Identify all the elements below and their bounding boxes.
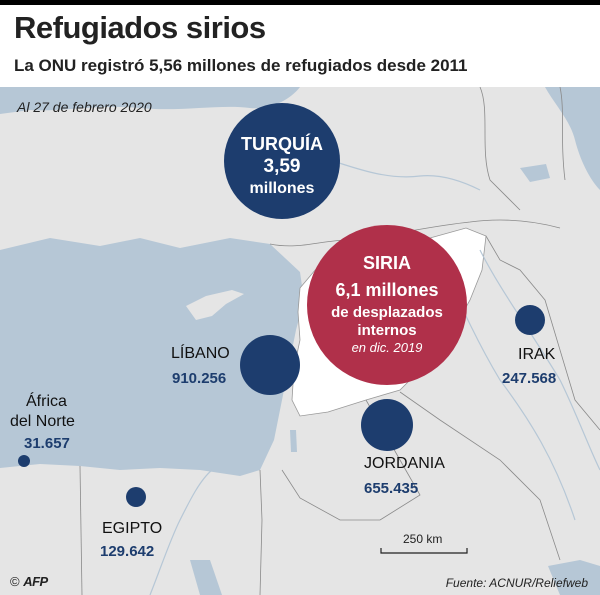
egipto-bubble — [126, 487, 146, 507]
siria-line2: internos — [357, 322, 417, 339]
irak-bubble — [515, 305, 545, 335]
africa-bubble — [18, 455, 30, 467]
africa-name-2: del Norte — [10, 413, 75, 430]
turquia-value: 3,59 — [263, 156, 301, 177]
libano-bubble — [240, 335, 300, 395]
siria-label: SIRIA 6,1 millones de desplazados intern… — [307, 253, 467, 355]
irak-value: 247.568 — [502, 370, 557, 387]
irak-name: IRAK — [518, 346, 556, 363]
map — [0, 87, 600, 595]
source-note: Fuente: ACNUR/Reliefweb — [445, 576, 588, 590]
egipto-value: 129.642 — [100, 543, 155, 560]
cyprus — [186, 290, 244, 320]
siria-note: en dic. 2019 — [351, 340, 423, 355]
jordania-value: 655.435 — [364, 480, 419, 497]
afp-brand: AFP — [23, 574, 48, 589]
black-sea — [0, 87, 300, 114]
turquia-name: TURQUÍA — [241, 134, 323, 154]
afp-logo: © AFP — [10, 574, 48, 589]
siria-bubble — [307, 225, 467, 385]
libano-name: LÍBANO — [171, 345, 230, 362]
jordania-name: JORDANIA — [364, 455, 445, 472]
lake-van — [520, 164, 550, 182]
page-title: Refugiados sirios — [14, 10, 266, 45]
scale-bar — [380, 548, 468, 554]
red-sea — [190, 560, 222, 595]
dead-sea — [290, 430, 297, 452]
turquia-bubble — [224, 103, 340, 219]
africa-name-1: África — [26, 393, 67, 410]
date-label: Al 27 de febrero 2020 — [17, 99, 152, 115]
turquia-label: TURQUÍA 3,59 millones — [224, 134, 340, 198]
top-bar — [0, 0, 600, 5]
copyright-symbol: © — [10, 574, 20, 589]
caspian-sea — [545, 87, 600, 190]
siria-value: 6,1 millones — [335, 280, 439, 300]
siria-name: SIRIA — [362, 253, 411, 273]
libano-value: 910.256 — [172, 370, 227, 387]
page-subtitle: La ONU registró 5,56 millones de refugia… — [14, 56, 468, 75]
siria-line1: de desplazados — [331, 304, 443, 321]
scale-label: 250 km — [403, 532, 443, 546]
persian-gulf — [548, 560, 600, 595]
jordania-bubble — [361, 399, 413, 451]
turquia-unit: millones — [249, 180, 315, 197]
egipto-name: EGIPTO — [102, 520, 163, 537]
africa-value: 31.657 — [24, 435, 70, 452]
